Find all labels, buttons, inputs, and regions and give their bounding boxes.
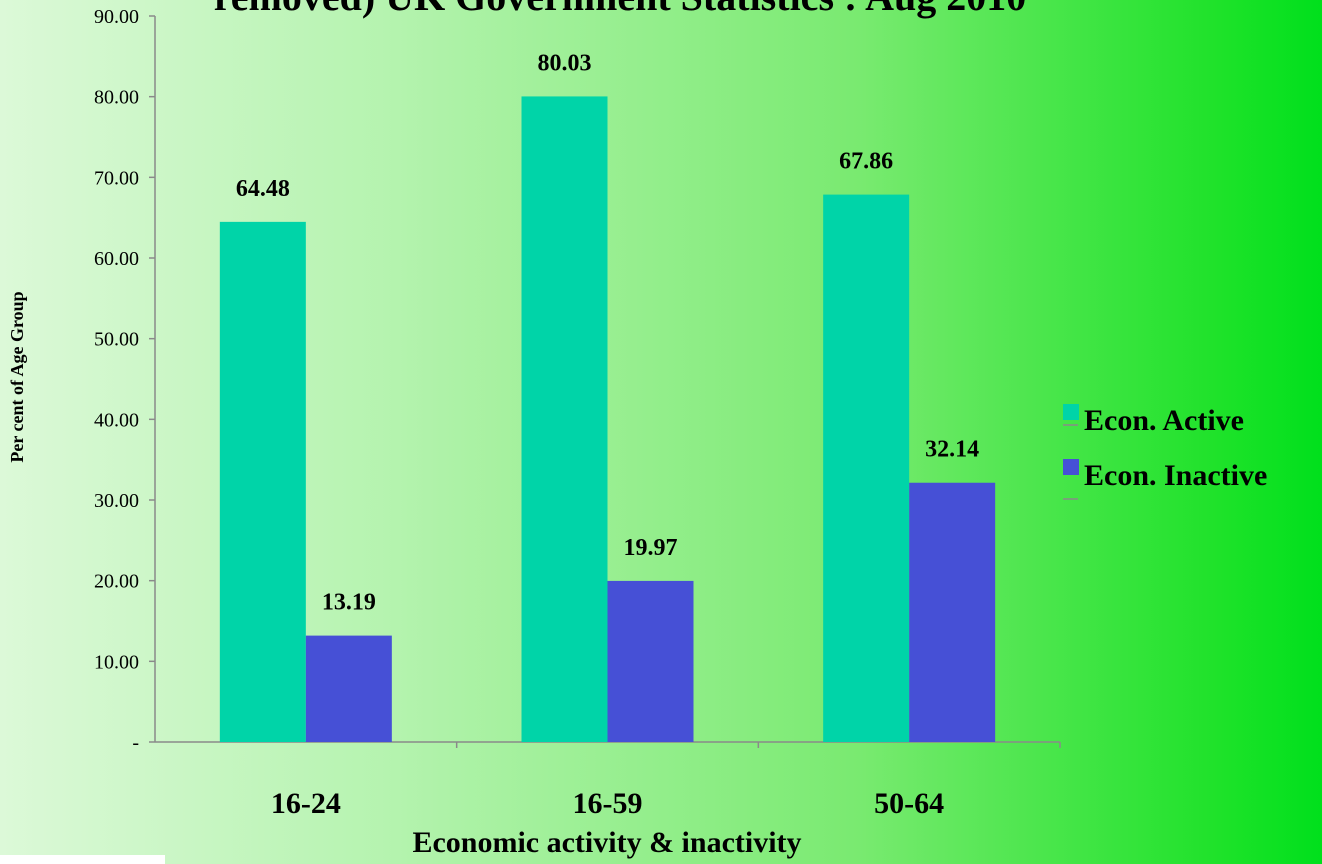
data-label: 80.03 xyxy=(538,50,592,76)
y-tick-label: 90.00 xyxy=(94,6,139,28)
corner-box xyxy=(0,855,165,864)
y-axis-label: Per cent of Age Group xyxy=(7,291,27,462)
bar-econ-active50-64 xyxy=(823,194,910,742)
data-label: 13.19 xyxy=(322,590,376,616)
bar-econ-inactive16-24 xyxy=(305,635,392,742)
x-tick-label: 50-64 xyxy=(874,787,944,820)
data-label: 67.86 xyxy=(839,149,893,175)
y-tick-label: 50.00 xyxy=(94,329,139,351)
x-tick-label: 16-24 xyxy=(271,787,341,820)
legend: Econ. Active Econ. Inactive xyxy=(1063,404,1267,500)
data-label: 64.48 xyxy=(236,176,290,202)
legend-swatch xyxy=(1063,404,1079,420)
y-tick-label: - xyxy=(132,732,139,754)
bar-econ-inactive16-59 xyxy=(607,580,694,742)
y-tick-label: 10.00 xyxy=(94,651,139,673)
y-tick-label: 60.00 xyxy=(94,248,139,270)
y-tick-label: 80.00 xyxy=(94,87,139,109)
plot-area: - 10.00 20.00 30.00 40.00 50.00 60.00 70.00 80.0… xyxy=(94,6,1061,820)
x-tick-label: 16-59 xyxy=(573,787,643,820)
legend-label: Econ. Active xyxy=(1084,404,1244,437)
legend-swatch xyxy=(1063,459,1079,475)
bar-econ-inactive50-64 xyxy=(909,482,996,742)
y-tick-label: 70.00 xyxy=(94,167,139,189)
y-tick-label: 20.00 xyxy=(94,571,139,593)
chart-title: removed) UK Government Statistics : Aug … xyxy=(214,0,1027,19)
data-label: 19.97 xyxy=(624,535,678,561)
legend-label: Econ. Inactive xyxy=(1084,459,1267,492)
y-tick-label: 30.00 xyxy=(94,490,139,512)
bar-econ-active16-24 xyxy=(219,221,306,742)
x-axis-label: Economic activity & inactivity xyxy=(412,826,801,859)
bar-econ-active16-59 xyxy=(521,96,608,742)
data-label: 32.14 xyxy=(925,437,979,463)
y-tick-label: 40.00 xyxy=(94,409,139,431)
